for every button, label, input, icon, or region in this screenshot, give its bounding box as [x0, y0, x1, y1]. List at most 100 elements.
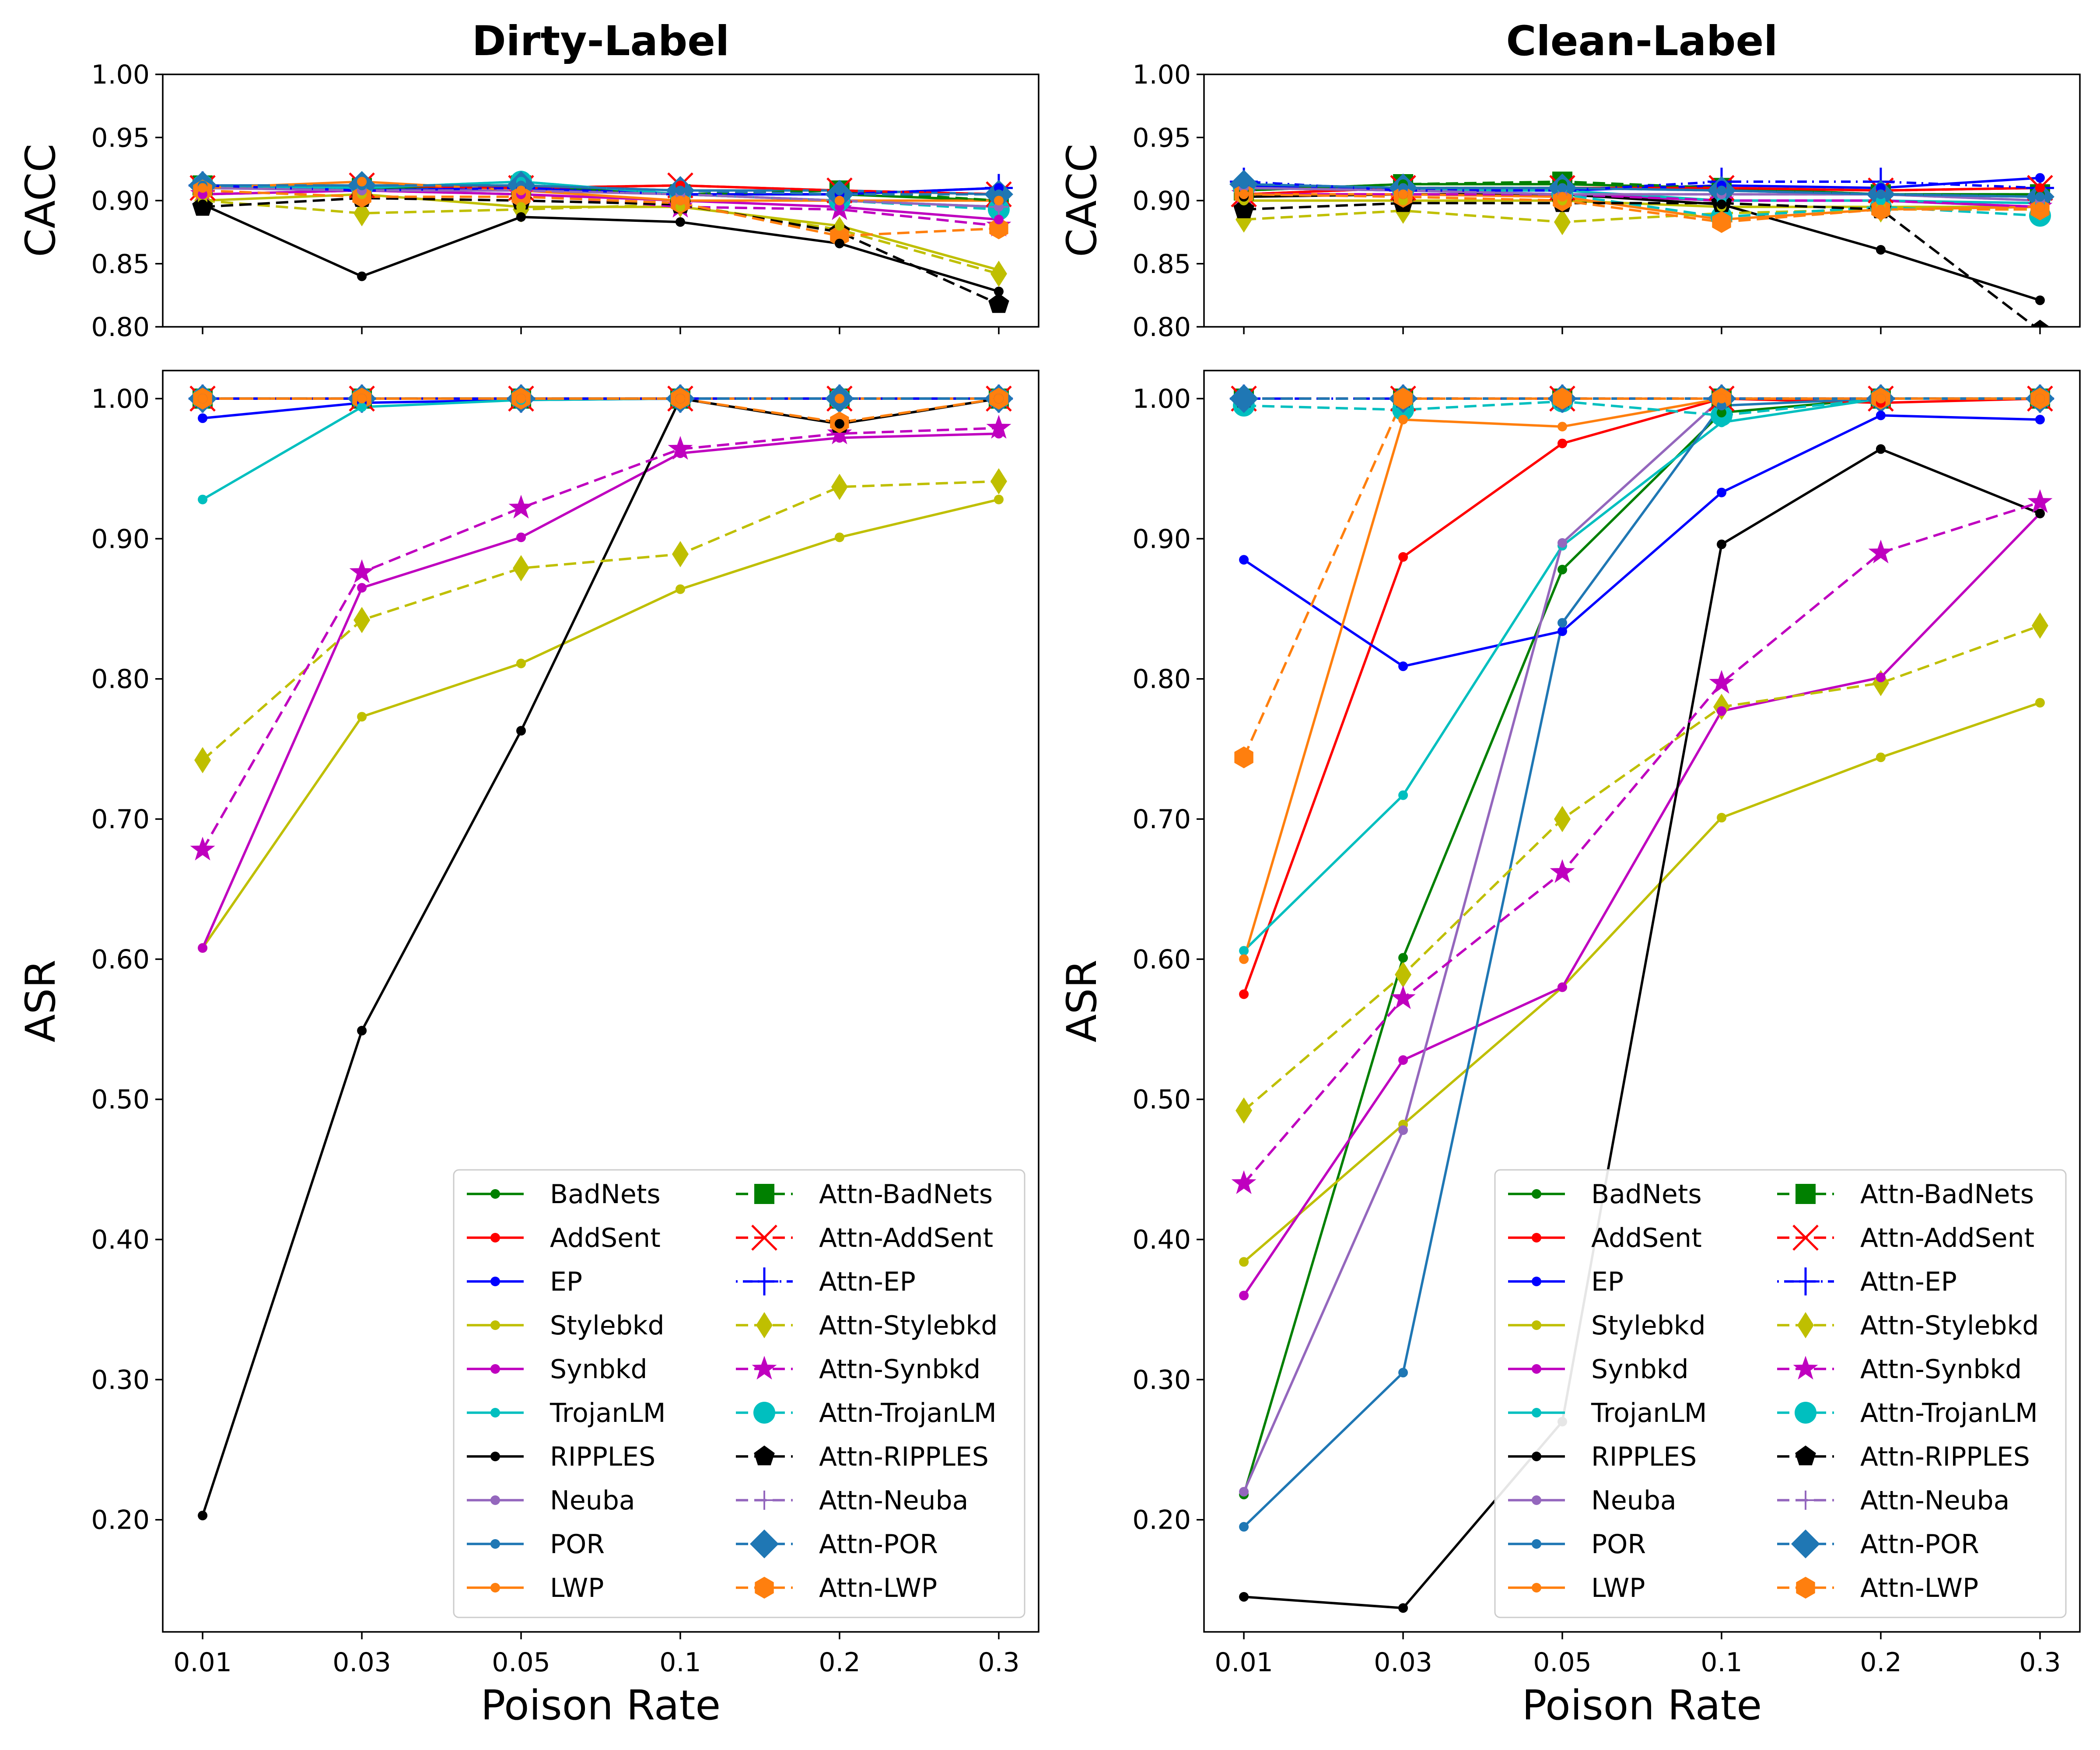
left-asr-point-attn-synbkd-2	[508, 494, 534, 519]
left-asr-legend-entry-lwp: LWP	[467, 1573, 604, 1603]
left-asr-legend-entry-attn-addsent: Attn-AddSent	[736, 1223, 993, 1253]
right-asr-point-stylebkd-4	[1876, 752, 1886, 763]
left-asr-legend-entry-badnets: BadNets	[467, 1179, 661, 1210]
right-asr-point-ripples-3	[1717, 539, 1726, 550]
left-asr-legend-label: Attn-RIPPLES	[819, 1442, 989, 1472]
right-asr-series-attn-synbkd	[1243, 501, 2040, 1184]
left-cacc-point-lwp-0	[198, 183, 208, 193]
left-asr-legend-label: LWP	[550, 1573, 604, 1603]
left-asr-xtick-label: 0.05	[492, 1647, 550, 1678]
right-asr-point-synbkd-2	[1558, 982, 1567, 992]
left-asr-point-stylebkd-3	[676, 584, 685, 594]
left-asr-legend-entry-attn-ep: Attn-EP	[736, 1267, 916, 1297]
right-asr-point-attn-lwp-2	[1553, 388, 1572, 410]
left-asr-point-attn-stylebkd-5	[990, 468, 1007, 495]
right-cacc-point-lwp-5	[2035, 202, 2045, 212]
left-asr-series-synbkd	[201, 432, 999, 948]
right-asr-point-por-2	[1558, 618, 1567, 628]
right-asr-legend-marker-attn-badnets	[1796, 1184, 1816, 1204]
right-asr-legend-marker-synbkd	[1532, 1364, 1541, 1374]
left-asr-frame	[162, 370, 1040, 1633]
left-asr-point-synbkd-0	[198, 943, 208, 953]
left-cacc-y-axis-label: CACC	[17, 144, 65, 257]
right-asr-legend-marker-attn-lwp	[1796, 1577, 1815, 1599]
right-asr-legend-entry-attn-por: Attn-POR	[1777, 1529, 1979, 1560]
right-cacc-ytick-label: 0.95	[1132, 122, 1191, 153]
left-cacc-series-attn-lwp	[202, 189, 999, 238]
right-cacc-point-ripples-3	[1717, 200, 1726, 210]
left-asr-point-lwp-0	[198, 394, 208, 404]
left-asr-legend-entry-attn-synbkd: Attn-Synbkd	[736, 1354, 980, 1385]
left-asr-point-stylebkd-2	[516, 658, 526, 668]
right-asr-ytick-label: 0.90	[1132, 524, 1191, 554]
right-asr-point-badnets-1	[1398, 953, 1408, 963]
right-asr-legend-marker-attn-neuba	[1796, 1491, 1815, 1510]
right-asr-ytick-label: 1.00	[1132, 384, 1191, 414]
left-cacc-ytick-label: 0.95	[91, 122, 150, 153]
right-asr-xtick-label: 0.2	[1860, 1647, 1901, 1678]
right-asr-legend-label: Stylebkd	[1591, 1310, 1706, 1341]
left-cacc-point-attn-lwp-4	[830, 225, 849, 247]
right-asr-legend-entry-attn-ep: Attn-EP	[1777, 1267, 1957, 1297]
left-asr-legend-label: BadNets	[550, 1179, 661, 1210]
left-asr-xtick-label: 0.03	[332, 1647, 391, 1678]
right-x-axis-label: Poison Rate	[1522, 1682, 1762, 1729]
left-cacc-point-stylebkd-4	[834, 221, 844, 231]
right-asr-point-attn-lwp-1	[1393, 388, 1413, 410]
left-asr-legend-entry-attn-badnets: Attn-BadNets	[736, 1179, 993, 1210]
left-asr-legend-label: Stylebkd	[550, 1310, 665, 1341]
right-asr-point-addsent-2	[1558, 438, 1567, 448]
left-asr-series-stylebkd	[201, 498, 999, 949]
right-asr-legend-label: LWP	[1591, 1573, 1645, 1603]
right-asr-legend-marker-neuba	[1532, 1495, 1541, 1505]
left-asr-legend-label: Attn-TrojanLM	[819, 1398, 997, 1428]
left-asr-legend-marker-attn-ripples	[754, 1446, 775, 1466]
right-asr-legend-entry-attn-badnets: Attn-BadNets	[1777, 1179, 2034, 1210]
right-asr-series-trojanlm	[1243, 397, 2040, 952]
right-asr-panel: 0.20 0.30 0.40 0.50 0.60 0.70 0.80 0.90 1.00 0.01…	[1132, 370, 2081, 1678]
left-cacc-point-ripples-0	[198, 200, 208, 210]
right-cacc-ytick-label: 0.80	[1132, 312, 1191, 343]
left-cacc-series-attn-neuba	[203, 186, 999, 208]
right-asr-point-attn-stylebkd-1	[1395, 961, 1412, 988]
left-asr-legend-marker-synbkd	[490, 1364, 500, 1374]
left-asr-point-attn-synbkd-1	[349, 559, 374, 583]
left-asr-legend: BadNets AddSent EP Stylebkd Synbkd TrojanLM RI…	[453, 1169, 1026, 1618]
right-asr-legend-marker-attn-stylebkd	[1797, 1312, 1814, 1338]
left-asr-point-ripples-4	[834, 419, 844, 429]
left-asr-legend-entry-attn-lwp: Attn-LWP	[736, 1573, 937, 1603]
left-asr-legend-entry-attn-trojanlm: Attn-TrojanLM	[736, 1398, 997, 1428]
right-asr-point-lwp-4	[1876, 394, 1886, 404]
right-asr-legend-marker-trojanlm	[1532, 1408, 1541, 1418]
right-cacc-point-por-3	[1717, 186, 1726, 196]
left-asr-ytick-label: 0.20	[91, 1505, 150, 1536]
right-asr-legend-label: Neuba	[1591, 1485, 1676, 1516]
right-asr-ytick-label: 0.50	[1132, 1085, 1191, 1115]
right-asr-xtick-label: 0.1	[1701, 1647, 1742, 1678]
right-asr-ytick-label: 0.40	[1132, 1225, 1191, 1255]
right-cacc-series-attn-por	[1244, 183, 2040, 198]
left-asr-legend-label: Attn-Stylebkd	[819, 1310, 998, 1341]
right-asr-point-ripples-1	[1398, 1603, 1408, 1613]
left-asr-ytick-label: 0.40	[91, 1225, 150, 1255]
right-asr-legend-label: Attn-POR	[1860, 1529, 1979, 1560]
right-asr-legend-marker-attn-ep	[1792, 1267, 1820, 1295]
right-asr-point-ripples-0	[1239, 1592, 1249, 1602]
left-asr-legend-entry-ep: EP	[467, 1267, 582, 1297]
right-asr-legend-marker-stylebkd	[1532, 1320, 1541, 1330]
left-asr-legend-entry-por: POR	[467, 1529, 605, 1560]
left-cacc-point-stylebkd-2	[516, 202, 526, 212]
left-asr-point-lwp-4	[834, 394, 844, 404]
right-asr-legend-label: BadNets	[1591, 1179, 1702, 1210]
left-asr-point-synbkd-3	[676, 448, 685, 458]
right-cacc-point-por-2	[1558, 183, 1567, 193]
right-cacc-point-lwp-4	[1876, 204, 1886, 214]
right-asr-legend-entry-attn-neuba: Attn-Neuba	[1777, 1485, 2009, 1516]
right-asr-point-stylebkd-5	[2035, 698, 2045, 708]
right-asr-point-ep-1	[1398, 661, 1408, 671]
left-asr-legend-label: RIPPLES	[550, 1442, 655, 1472]
right-cacc-series-attn-synbkd	[1244, 193, 2040, 208]
left-asr-ytick-label: 0.80	[91, 664, 150, 695]
right-asr-legend-label: Attn-BadNets	[1860, 1179, 2034, 1210]
left-asr-legend-entry-attn-por: Attn-POR	[736, 1529, 938, 1560]
